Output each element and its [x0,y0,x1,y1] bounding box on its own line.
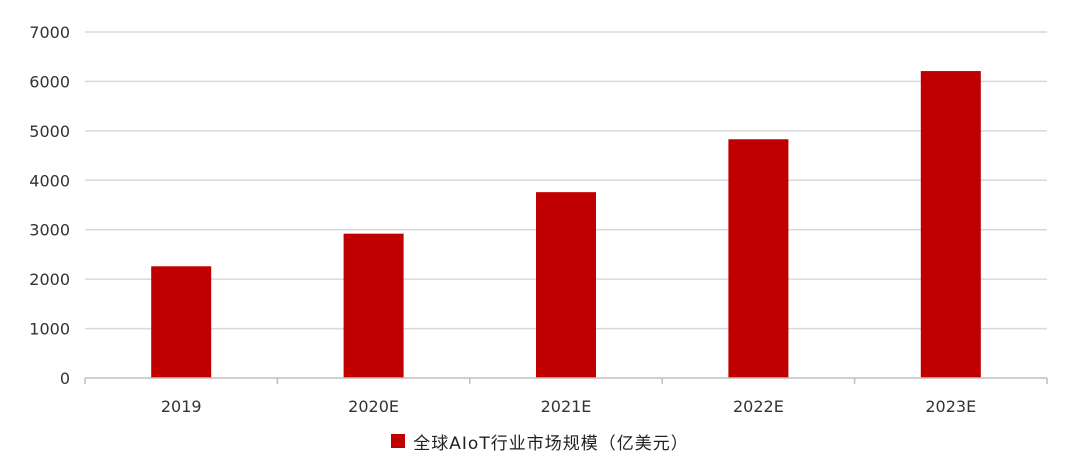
y-tick-label: 7000 [29,23,70,42]
y-tick-label: 1000 [29,320,70,339]
x-tick-label: 2020E [348,397,399,416]
x-axis [84,377,1048,384]
legend-swatch [391,434,406,448]
x-tick-label: 2019 [161,397,202,416]
legend-item: 全球AIoT行业市场规模（亿美元） [391,429,688,454]
x-tick-label: 2021E [541,397,592,416]
y-tick-label: 0 [60,369,70,388]
legend-label: 全球AIoT行业市场规模（亿美元） [413,433,689,454]
bar-2023E [920,71,981,378]
y-tick-label: 6000 [29,72,70,91]
y-tick-label: 4000 [29,171,70,190]
bar-2022E [728,139,789,378]
bar-2020E [343,233,404,378]
legend: 全球AIoT行业市场规模（亿美元） [0,428,1080,454]
y-tick-label: 2000 [29,270,70,289]
bar-2021E [536,192,596,378]
bars [151,71,981,378]
x-tick-label: 2023E [925,397,976,416]
bar-2019 [151,266,212,378]
y-tick-label: 3000 [29,221,70,240]
y-tick-label: 5000 [29,122,70,141]
x-tick-label: 2022E [733,397,784,416]
x-tick-labels: 2019 2020E 2021E 2022E 2023E [161,397,976,416]
y-tick-labels: 0 1000 2000 3000 4000 5000 6000 7000 [29,23,70,388]
